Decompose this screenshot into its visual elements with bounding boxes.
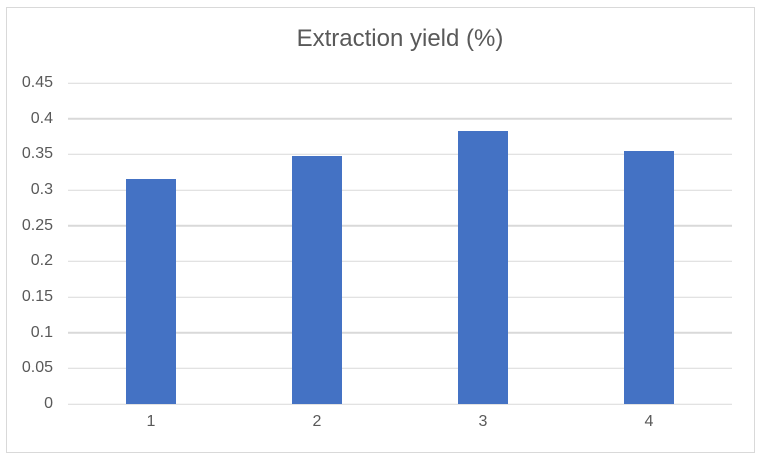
x-axis-labels: 1 2 3 4: [68, 413, 732, 435]
y-tick-label: 0.15: [21, 288, 53, 305]
bar-2: [292, 156, 342, 404]
bar-3: [458, 130, 508, 404]
chart-title: Extraction yield (%): [296, 25, 504, 52]
y-tick-label: 0.35: [21, 145, 53, 163]
y-tick-label: 0.1: [30, 323, 53, 341]
y-tick-label: 0.2: [30, 252, 53, 270]
y-tick-label: 0.05: [21, 359, 53, 377]
gridline: [68, 153, 732, 156]
x-tick-label: 3: [478, 413, 488, 430]
gridline: [68, 117, 732, 120]
y-tick-label: 0.4: [30, 109, 53, 127]
plot-area: [68, 82, 732, 405]
x-axis-line: [68, 403, 732, 405]
gridline: [68, 82, 732, 84]
y-axis-labels: 0 0.05 0.1 0.15 0.2 0.25 0.3 0.35 0.4 0.45: [0, 74, 53, 412]
y-tick-label: 0.45: [21, 74, 53, 91]
gridline: [68, 260, 732, 263]
bar-1: [126, 178, 176, 404]
gridline: [68, 331, 732, 334]
gridline: [68, 189, 732, 191]
x-tick-label: 4: [644, 413, 654, 430]
gridline: [68, 224, 732, 227]
y-tick-label: 0.3: [30, 181, 53, 198]
x-tick-label: 1: [146, 413, 156, 430]
y-tick-label: 0.25: [21, 216, 53, 234]
bar-4: [624, 150, 674, 404]
gridline: [68, 296, 732, 298]
y-tick-label: 0: [44, 395, 53, 412]
gridline: [68, 367, 732, 370]
x-tick-label: 2: [312, 413, 322, 430]
